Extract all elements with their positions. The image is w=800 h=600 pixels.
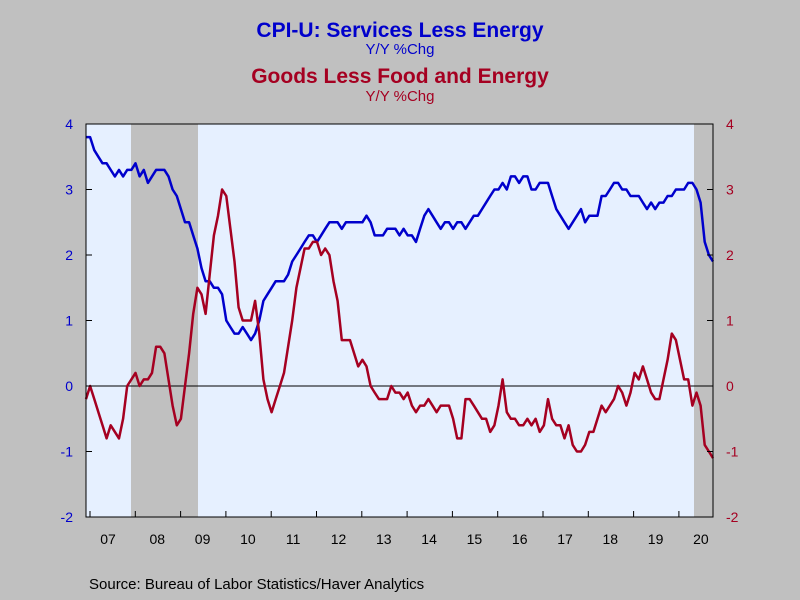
series-line-2 — [84, 188, 715, 459]
x-tick-label: 10 — [240, 531, 256, 547]
x-tick-label: 11 — [286, 531, 301, 547]
x-tick-label: 18 — [603, 531, 619, 547]
recession-band — [694, 124, 713, 517]
y-tick-label-left: 4 — [65, 116, 73, 132]
y-tick-label-right: 1 — [726, 313, 734, 329]
y-tick-label-right: 3 — [726, 182, 734, 198]
y-tick-label-right: -1 — [726, 444, 739, 460]
source-note: Source: Bureau of Labor Statistics/Haver… — [89, 576, 425, 593]
chart-subtitle-2: Y/Y %Chg — [365, 88, 435, 105]
x-tick-label: 09 — [195, 531, 211, 547]
x-tick-label: 12 — [331, 531, 347, 547]
y-tick-label-left: 3 — [65, 182, 73, 198]
y-tick-label-right: 2 — [726, 247, 734, 263]
y-tick-label-left: -1 — [61, 444, 74, 460]
chart-title-1: CPI-U: Services Less Energy — [256, 19, 544, 42]
y-tick-label-right: -2 — [726, 509, 739, 525]
y-tick-label-left: 0 — [65, 378, 73, 394]
x-tick-label: 16 — [512, 531, 528, 547]
x-tick-label: 13 — [376, 531, 392, 547]
y-tick-label-left: 2 — [65, 247, 73, 263]
chart-title-2: Goods Less Food and Energy — [251, 65, 549, 88]
x-tick-label: 17 — [557, 531, 573, 547]
recession-band — [131, 124, 198, 517]
x-tick-label: 07 — [100, 531, 116, 547]
y-tick-label-right: 4 — [726, 116, 734, 132]
chart-subtitle-1: Y/Y %Chg — [365, 41, 435, 58]
x-tick-label: 20 — [693, 531, 709, 547]
y-tick-label-left: 1 — [65, 313, 73, 329]
series-line-1 — [86, 135, 715, 342]
x-tick-label: 15 — [467, 531, 483, 547]
x-tick-label: 08 — [150, 531, 166, 547]
y-tick-label-left: -2 — [61, 509, 74, 525]
x-tick-label: 19 — [648, 531, 664, 547]
x-tick-label: 14 — [421, 531, 437, 547]
y-tick-label-right: 0 — [726, 378, 734, 394]
